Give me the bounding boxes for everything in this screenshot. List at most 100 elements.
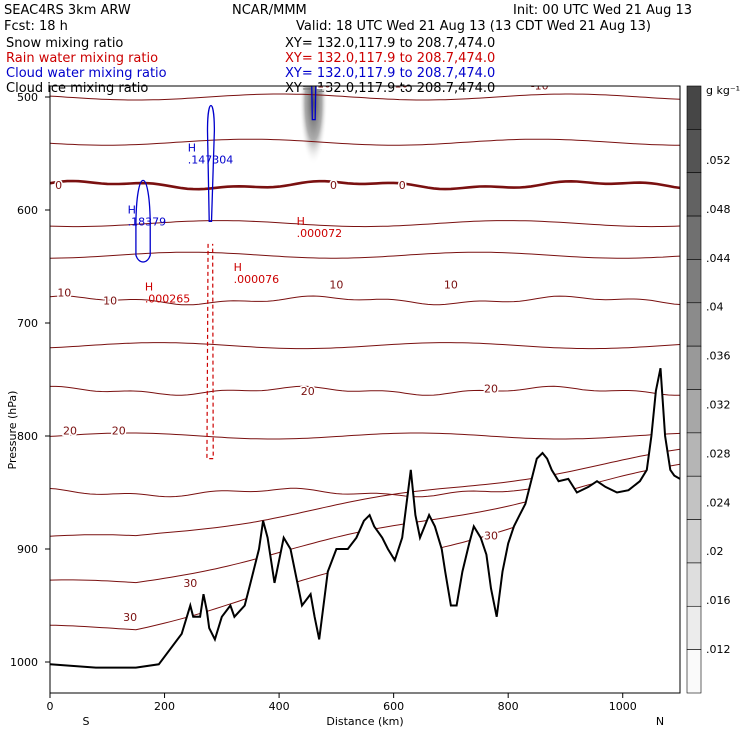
forecast-hour: Fcst: 18 h xyxy=(4,19,68,34)
isotherm-label: -10 xyxy=(531,80,549,93)
isotherm-line-minor xyxy=(50,138,680,146)
y-tick-label: 700 xyxy=(17,317,38,330)
extrema-labels: H.0006126H.0000143H.038711H.147304H.1837… xyxy=(128,141,343,305)
isotherm-label: 30 xyxy=(484,529,498,542)
x-tick-label: 400 xyxy=(269,700,290,713)
colorbar-swatch xyxy=(686,475,702,520)
cloud-shading-column xyxy=(299,86,328,165)
cloud-water-contour xyxy=(311,86,317,121)
extremum-value: .000072 xyxy=(297,227,343,240)
y-tick-label: 1000 xyxy=(10,656,38,669)
isotherm-line xyxy=(50,295,680,306)
terrain-fill xyxy=(50,368,680,693)
field-xy-rain: XY= 132.0,117.9 to 208.7,474.0 xyxy=(285,51,495,66)
x-axis: 0 200 400 600 800 1000 xyxy=(47,693,637,713)
extremum-value: .000265 xyxy=(145,292,191,305)
center-title: NCAR/MMM xyxy=(232,3,307,18)
colorbar-label: .032 xyxy=(706,399,731,412)
y-tick-label: 900 xyxy=(17,543,38,556)
isotherm-label: 10 xyxy=(103,294,117,307)
y-tick-label: 800 xyxy=(17,430,38,443)
colorbar: .012 .016 .02 .024 .028 .032 .036 .04 .044 .048 .0… xyxy=(686,85,731,694)
valid-time: Valid: 18 UTC Wed 21 Aug 13 (13 CDT Wed … xyxy=(296,19,651,34)
isotherm-line-minor xyxy=(50,342,680,350)
south-label: S xyxy=(83,715,90,728)
isotherm-line xyxy=(50,385,680,396)
field-name-snow: Snow mixing ratio xyxy=(6,36,123,51)
colorbar-swatch xyxy=(686,215,702,260)
x-tick-label: 800 xyxy=(498,700,519,713)
colorbar-label: .016 xyxy=(706,594,731,607)
field-name-cloud-water: Cloud water mixing ratio xyxy=(6,66,167,81)
colorbar-swatch xyxy=(686,85,702,130)
colorbar-label: .028 xyxy=(706,447,731,460)
isotherm-label: -10 xyxy=(390,77,408,90)
extremum-marker: H xyxy=(128,204,136,217)
isotherm-label: 20 xyxy=(301,385,315,398)
colorbar-swatch xyxy=(686,432,702,477)
plot-area: 72.71-70-69.68-67.86-67.30-60-60-50-40-3… xyxy=(50,77,680,693)
field-xy-cloud-water: XY= 132.0,117.9 to 208.7,474.0 xyxy=(285,66,495,81)
isotherm-line xyxy=(50,179,680,191)
colorbar-swatch xyxy=(686,129,702,174)
isotherm-line-minor xyxy=(50,448,680,537)
extremum-marker: H xyxy=(297,215,305,228)
terrain-profile xyxy=(50,368,680,693)
isotherm-line-minor xyxy=(50,432,680,440)
extremum-marker: H xyxy=(188,141,196,154)
extremum-value: .147304 xyxy=(188,153,234,166)
terrain-line xyxy=(50,368,680,669)
isotherm-label: 20 xyxy=(484,383,498,396)
x-tick-label: 1000 xyxy=(609,700,637,713)
header: SEAC4RS 3km ARW NCAR/MMM Init: 00 UTC We… xyxy=(4,3,692,96)
field-xy-cloud-ice: XY= 132.0,117.9 to 208.7,474.0 xyxy=(285,81,495,96)
isotherm-labels: 72.71-70-69.68-67.86-67.30-60-60-50-40-3… xyxy=(54,77,551,625)
colorbar-label: .044 xyxy=(706,252,731,265)
isotherm-label: 0 xyxy=(330,179,337,192)
y-axis: 500 600 700 800 900 1000 xyxy=(10,91,50,669)
init-time: Init: 00 UTC Wed 21 Aug 13 xyxy=(513,3,692,18)
extremum-marker: H xyxy=(145,280,153,293)
colorbar-swatch xyxy=(686,389,702,434)
colorbar-swatch xyxy=(686,302,702,347)
isotherm-label: 30 xyxy=(183,577,197,590)
isotherm-label: 10 xyxy=(329,279,343,292)
colorbar-unit: g kg⁻¹ xyxy=(706,84,740,97)
cloud-water-contour xyxy=(135,179,151,263)
colorbar-label: .048 xyxy=(706,203,731,216)
isotherm-line-minor xyxy=(50,251,680,259)
cloud-water-contour xyxy=(206,105,216,222)
isotherm-label: 30 xyxy=(123,611,137,624)
extremum-value: .000076 xyxy=(234,273,280,286)
plot-frame xyxy=(49,85,681,694)
isotherm-label: 0 xyxy=(55,179,62,192)
field-name-cloud-ice: Cloud ice mixing ratio xyxy=(6,81,148,96)
isotherm-label: 20 xyxy=(63,424,77,437)
colorbar-swatch xyxy=(686,259,702,304)
field-name-rain: Rain water mixing ratio xyxy=(6,51,158,66)
isotherm-line-minor xyxy=(50,220,680,228)
y-tick-label: 500 xyxy=(17,91,38,104)
colorbar-swatch xyxy=(686,519,702,564)
extremum-marker: H xyxy=(234,261,242,274)
colorbar-swatch xyxy=(686,345,702,390)
colorbar-swatch xyxy=(686,172,702,217)
colorbar-swatch xyxy=(686,605,702,650)
north-label: N xyxy=(656,715,664,728)
colorbar-swatch xyxy=(686,649,702,694)
isotherm-label: 10 xyxy=(444,279,458,292)
colorbar-label: .04 xyxy=(706,301,724,314)
colorbar-swatch xyxy=(686,562,702,607)
isotherm-label: -10 xyxy=(313,77,331,90)
isotherm-line-minor xyxy=(50,93,680,101)
x-tick-label: 200 xyxy=(154,700,175,713)
rain-water-contour xyxy=(206,243,214,460)
y-axis-label: Pressure (hPa) xyxy=(6,391,19,470)
isotherm-label: 10 xyxy=(57,286,71,299)
x-axis-label: Distance (km) xyxy=(326,715,403,728)
x-tick-label: 0 xyxy=(47,700,54,713)
colorbar-label: .024 xyxy=(706,496,731,509)
y-tick-label: 600 xyxy=(17,204,38,217)
x-tick-label: 600 xyxy=(383,700,404,713)
